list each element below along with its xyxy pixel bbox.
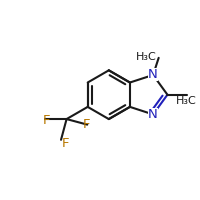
Text: N: N xyxy=(148,108,158,121)
Text: H₃C: H₃C xyxy=(176,96,197,106)
Text: H₃C: H₃C xyxy=(136,52,157,62)
Text: F: F xyxy=(82,118,90,131)
Text: N: N xyxy=(148,68,158,81)
Text: F: F xyxy=(62,137,70,150)
Text: F: F xyxy=(42,114,50,127)
